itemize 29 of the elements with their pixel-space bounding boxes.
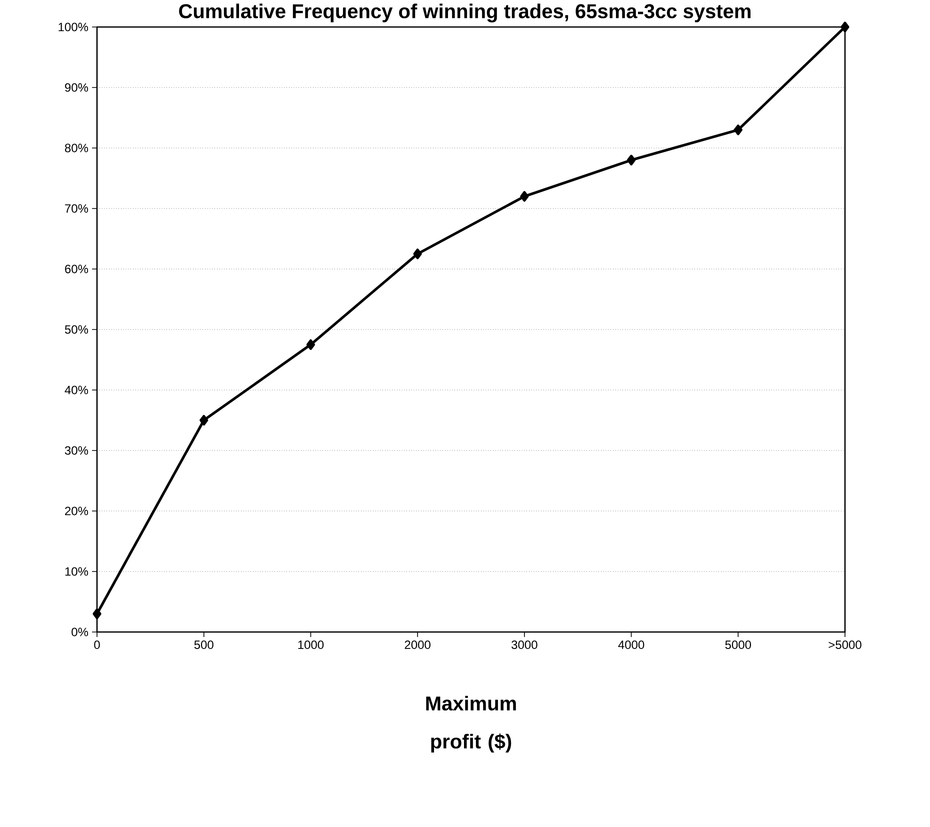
point xyxy=(840,22,850,32)
x-axis-title: Maximum profit ($) xyxy=(426,696,516,753)
x-tick-label: 0 xyxy=(94,640,100,650)
y-tick-label: 100% xyxy=(58,22,88,32)
chart-title: Cumulative Frequency of winning trades, 65sma-3cc system xyxy=(179,4,750,22)
point xyxy=(413,248,422,260)
x-tick-label: 4000 xyxy=(618,640,644,650)
y-tick-label: 30% xyxy=(64,446,88,455)
y-tick-label: 20% xyxy=(65,506,88,516)
y-tick-label: 50% xyxy=(64,325,88,334)
y-tick-label: 40% xyxy=(64,386,88,394)
point xyxy=(306,339,316,350)
point xyxy=(520,191,529,202)
y-tick-label: 70% xyxy=(65,204,88,213)
y-tick-label: 60% xyxy=(65,264,88,274)
point xyxy=(92,608,102,620)
y-tick-label: 90% xyxy=(65,83,88,92)
y-tick-label: 0% xyxy=(72,628,88,636)
x-tick-label: 5000 xyxy=(725,640,752,650)
y-tick-label: 80% xyxy=(64,144,88,152)
x-tick-label: >5000 xyxy=(828,640,862,650)
point xyxy=(200,414,208,426)
x-tick-label: 1000 xyxy=(298,640,324,650)
point xyxy=(626,154,636,166)
x-tick-label: 500 xyxy=(194,640,214,650)
x-tick-label: 2000 xyxy=(404,640,430,650)
point xyxy=(734,124,742,136)
y-tick-label: 10% xyxy=(65,567,88,576)
x-tick-label: 3000 xyxy=(512,640,538,650)
